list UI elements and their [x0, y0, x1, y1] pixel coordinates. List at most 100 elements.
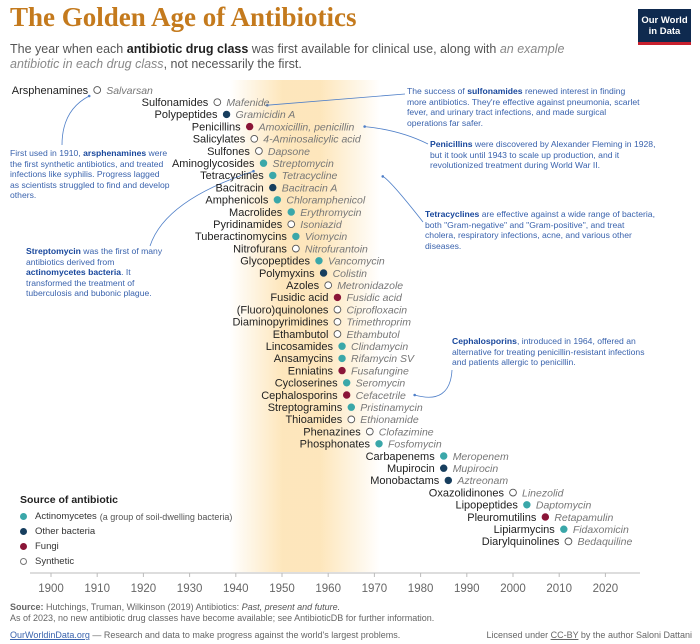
legend: Source of antibiotic Actinomycetes (a gr… [20, 494, 232, 569]
example-label-tuberactinomycins: Viomycin [305, 231, 348, 243]
x-tick-label: 1930 [177, 583, 203, 595]
x-tick-label: 1960 [315, 583, 341, 595]
x-tick-label: 2000 [500, 583, 526, 595]
legend-swatch-other-bacteria [20, 528, 27, 535]
data-point-fluoro-quinolones[interactable] [333, 305, 342, 314]
legend-swatch-synthetic [20, 558, 27, 565]
class-label-diarylquinolines: Diarylquinolines [482, 536, 560, 548]
example-label-diaminopyrimidines: Trimethroprim [346, 317, 411, 329]
annotation-arsphenamines: First used in 1910, arsphenamines were t… [10, 148, 170, 200]
x-tick-label: 1980 [408, 583, 434, 595]
leader-tetracyclines-tip [381, 175, 385, 178]
data-point-lipopeptides[interactable] [523, 501, 531, 509]
legend-item-synthetic[interactable]: Synthetic [20, 554, 232, 569]
class-label-arsphenamines: Arsphenamines [12, 85, 89, 97]
data-point-nitrofurans[interactable] [292, 244, 300, 253]
leader-arsphenamines [61, 95, 90, 146]
data-point-diaminopyrimidines[interactable] [333, 317, 342, 326]
example-label-lipopeptides: Daptomycin [536, 500, 592, 512]
footer-links: OurWorldinData.org — Research and data t… [10, 630, 692, 640]
annotation-streptomycin: Streptomycin was the first of many antib… [26, 246, 163, 298]
data-point-phosphonates[interactable] [375, 440, 383, 448]
owid-logo[interactable]: Our World in Data [638, 9, 691, 45]
x-tick-label: 1970 [362, 583, 388, 595]
data-point-diarylquinolines[interactable] [564, 537, 573, 546]
data-point-aminoglycosides[interactable] [259, 159, 268, 167]
class-label-pleuromutilins: Pleuromutilins [467, 512, 537, 524]
data-point-polypeptides[interactable] [222, 110, 231, 119]
license-link[interactable]: CC-BY [550, 630, 579, 640]
data-point-thioamides[interactable] [347, 415, 356, 424]
data-point-oxazolidinones[interactable] [509, 488, 517, 497]
legend-item-actinomycetes[interactable]: Actinomycetes (a group of soil-dwelling … [20, 509, 232, 524]
data-point-amphenicols[interactable] [273, 196, 282, 204]
owid-link[interactable]: OurWorldinData.org [10, 630, 90, 640]
class-label-enniatins: Enniatins [288, 365, 334, 377]
data-point-mupirocin[interactable] [440, 464, 448, 472]
example-label-cephalosporins: Cefacetrile [356, 390, 406, 402]
data-point-lincosamides[interactable] [338, 342, 346, 350]
chart-subtitle: The year when each antibiotic drug class… [10, 42, 610, 72]
data-point-lipiarmycins[interactable] [560, 525, 568, 533]
data-point-sulfonamides[interactable] [213, 98, 222, 107]
footer-note: As of 2023, no new antibiotic drug class… [10, 613, 435, 623]
data-point-macrolides[interactable] [287, 208, 295, 216]
x-tick-label: 1940 [223, 583, 249, 595]
data-point-polymyxins[interactable] [319, 269, 328, 277]
data-point-cephalosporins[interactable] [342, 391, 351, 399]
legend-swatch-fungi [20, 543, 27, 550]
leader-tetracyclines [382, 176, 424, 223]
data-point-carbapenems[interactable] [440, 452, 448, 460]
class-label-monobactams: Monobactams [370, 475, 440, 487]
data-point-tetracyclines[interactable] [269, 171, 277, 180]
legend-label: Actinomycetes [35, 511, 97, 522]
x-tick-label: 1900 [38, 583, 64, 595]
data-point-ansamycins[interactable] [338, 354, 346, 363]
x-tick-label: 1920 [131, 583, 157, 595]
leader-sulfonamides-tip [266, 103, 269, 107]
leader-streptomycin [149, 170, 254, 247]
class-label-phosphonates: Phosphonates [300, 439, 371, 451]
data-point-phenazines[interactable] [365, 427, 374, 436]
class-label-cycloserines: Cycloserines [275, 378, 338, 390]
data-point-monobactams[interactable] [444, 476, 453, 485]
class-label-tuberactinomycins: Tuberactinomycins [195, 231, 287, 243]
x-tick-label: 1990 [454, 583, 480, 595]
example-label-streptogramins: Pristinamycin [360, 402, 423, 414]
legend-item-fungi[interactable]: Fungi [20, 539, 232, 554]
class-label-cephalosporins: Cephalosporins [261, 390, 338, 402]
data-point-cycloserines[interactable] [342, 379, 351, 387]
data-point-streptogramins[interactable] [347, 403, 355, 411]
data-point-fusidic-acid[interactable] [333, 293, 342, 302]
class-label-amphenicols: Amphenicols [205, 195, 268, 207]
class-label-tetracyclines: Tetracyclines [200, 170, 264, 182]
chart-title: The Golden Age of Antibiotics [10, 2, 357, 32]
data-point-glycopeptides[interactable] [315, 257, 323, 265]
data-point-salicylates[interactable] [250, 134, 259, 143]
data-point-arsphenamines[interactable] [93, 86, 102, 94]
data-point-azoles[interactable] [324, 281, 333, 290]
class-label-polymyxins: Polymyxins [259, 268, 315, 280]
data-point-penicillins[interactable] [245, 122, 254, 131]
x-tick-label: 1950 [269, 583, 295, 595]
data-point-enniatins[interactable] [338, 366, 346, 375]
example-label-lincosamides: Clindamycin [351, 341, 408, 353]
data-point-pyridinamides[interactable] [287, 220, 296, 229]
data-point-pleuromutilins[interactable] [541, 513, 550, 521]
legend-item-other-bacteria[interactable]: Other bacteria [20, 524, 232, 539]
data-point-tuberactinomycins[interactable] [292, 232, 300, 241]
subtitle-post: , not necessarily the first. [163, 57, 302, 71]
x-tick-label: 2020 [593, 583, 619, 595]
data-point-ethambutol[interactable] [333, 330, 342, 338]
example-label-pyridinamides: Isoniazid [300, 219, 343, 231]
class-label-salicylates: Salicylates [193, 134, 246, 146]
example-label-oxazolidinones: Linezolid [522, 487, 565, 499]
class-label-phenazines: Phenazines [303, 426, 361, 438]
subtitle-mid: was first available for clinical use, al… [248, 42, 500, 56]
example-label-ansamycins: Rifamycin SV [351, 353, 415, 365]
example-label-salicylates: 4-Aminosalicylic acid [263, 134, 362, 146]
data-point-sulfones[interactable] [255, 147, 263, 155]
example-label-phenazines: Clofazimine [379, 426, 434, 438]
data-point-bacitracin[interactable] [269, 183, 277, 192]
